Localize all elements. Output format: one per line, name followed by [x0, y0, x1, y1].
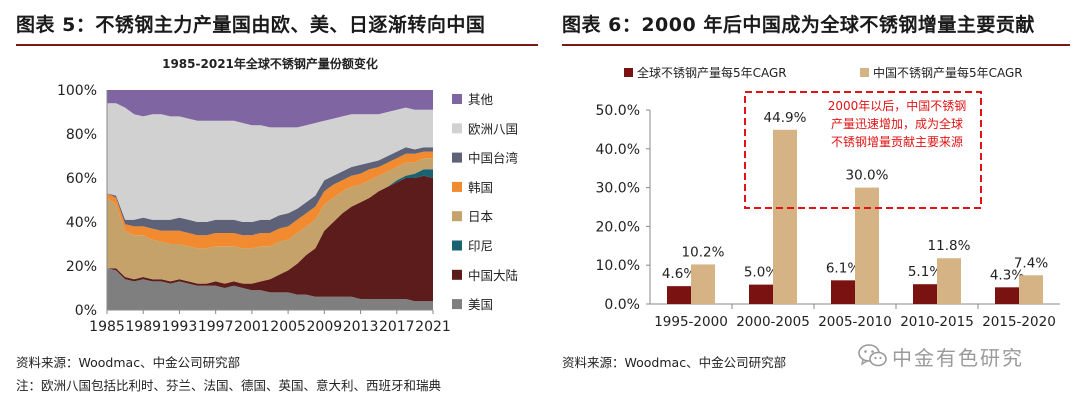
chart-b-data-label: 30.0%	[846, 168, 889, 184]
figure6-title-rule	[562, 44, 1070, 46]
watermark-text: 中金有色研究	[892, 346, 1024, 370]
chart-a-ytick: 100%	[57, 83, 97, 99]
chart-b-ytick: 20.0%	[596, 219, 640, 235]
chart-a-legend-label: 中国台湾	[468, 151, 518, 166]
chart-b-data-label: 4.6%	[662, 266, 696, 282]
chart-a-legend-swatch	[452, 123, 462, 134]
bar-1-2	[855, 187, 879, 304]
chart-b-annotation-line: 不锈钢增量贡献主要来源	[831, 134, 963, 149]
chart-b-ytick: 10.0%	[596, 258, 640, 274]
figure5-source: 资料来源：Woodmac、中金公司研究部	[16, 355, 241, 370]
chart-b-data-label: 5.0%	[744, 265, 778, 281]
chart-b-data-label: 44.9%	[764, 110, 807, 126]
chart-a-ytick: 60%	[66, 171, 97, 187]
chart-a-ytick: 80%	[66, 127, 97, 143]
bar-0-0	[667, 286, 691, 304]
figure6-title: 图表 6：2000 年后中国成为全球不锈钢增量主要贡献	[562, 14, 1035, 36]
chart-b-ytick: 0.0%	[604, 297, 640, 313]
chart-a-legend-label: 日本	[468, 209, 494, 224]
chart-b-ytick: 50.0%	[596, 103, 640, 119]
bar-1-3	[937, 258, 961, 304]
bar-0-1	[749, 284, 773, 304]
area-series-5	[107, 147, 433, 236]
chart-b-data-label: 6.1%	[826, 260, 860, 276]
chart-a-legend-label: 韩国	[468, 180, 493, 195]
bar-0-4	[995, 287, 1019, 304]
chart-a-xtick: 2009	[307, 319, 343, 335]
chart-a-title: 1985-2021年全球不锈钢产量份额变化	[162, 56, 378, 71]
chart-a-legend-swatch	[452, 299, 462, 310]
chart-b-data-label: 10.2%	[682, 244, 725, 260]
chart-a-legend-label: 中国大陆	[468, 268, 518, 283]
chart-a-xtick: 2001	[234, 319, 270, 335]
figure6-source: 资料来源：Woodmac、中金公司研究部	[562, 355, 787, 370]
figure5-title-rule	[16, 44, 538, 46]
area-series-3	[107, 158, 433, 284]
chart-a-legend-label: 美国	[468, 297, 493, 312]
area-series-0	[107, 268, 433, 310]
chart-b-data-label: 4.3%	[990, 267, 1024, 283]
chart-a-legend-swatch	[452, 94, 462, 104]
chart-a-ytick: 0%	[75, 303, 97, 319]
chart-b-ytick: 30.0%	[596, 181, 640, 197]
chart-a-legend-swatch	[452, 152, 462, 163]
chart-b-annotation-line: 产量迅速增加，成为全球	[831, 116, 963, 131]
chart-b-xtick: 2010-2015	[900, 314, 974, 330]
chart-a-ytick: 20%	[66, 259, 97, 275]
chart-a-xtick: 1997	[198, 319, 234, 335]
area-series-1	[107, 175, 433, 302]
chart-b-legend-swatch	[860, 68, 869, 77]
chart-a-xtick: 2013	[343, 319, 379, 335]
chart-b-data-label: 7.4%	[1014, 255, 1048, 271]
chart-a-xtick: 2005	[270, 319, 306, 335]
chart-a-legend-swatch	[452, 211, 462, 222]
bar-1-0	[691, 264, 715, 304]
chart-b-xtick: 1995-2000	[654, 314, 728, 330]
chart-b-legend-label: 中国不锈钢产量每5年CAGR	[873, 65, 1023, 80]
chart-a-xtick: 1989	[125, 319, 161, 335]
figure5-note: 注：欧洲八国包括比利时、芬兰、法国、德国、英国、意大利、西班牙和瑞典	[16, 378, 442, 393]
chart-a-xtick: 1993	[162, 319, 198, 335]
chart-a-xtick: 2017	[379, 319, 415, 335]
chart-b-legend-label: 全球不锈钢产量每5年CAGR	[637, 65, 787, 80]
chart-a-legend-label: 其他	[468, 92, 494, 107]
figure5-title: 图表 5：不锈钢主力产量国由欧、美、日逐渐转向中国	[16, 14, 486, 36]
chart-a-xtick: 1985	[89, 319, 125, 335]
chart-share-area: 1985-2021年全球不锈钢产量份额变化 0% 20% 40% 60% 80% 100% 1…	[57, 56, 518, 335]
chart-a-ytick: 40%	[66, 215, 97, 231]
chart-b-legend-swatch	[624, 68, 633, 77]
chart-a-legend-swatch	[452, 240, 462, 251]
chart-a-legend-label: 印尼	[468, 239, 493, 254]
area-series-7	[107, 90, 433, 128]
bar-1-4	[1019, 275, 1043, 304]
chart-a-legend-swatch	[452, 269, 462, 280]
wechat-icon	[858, 343, 888, 369]
chart-b-xtick: 2000-2005	[736, 314, 810, 330]
bar-0-3	[913, 284, 937, 304]
chart-b-xtick: 2015-2020	[982, 314, 1056, 330]
bar-0-2	[831, 280, 855, 304]
chart-a-legend-label: 欧洲八国	[468, 121, 518, 136]
chart-b-data-label: 5.1%	[908, 264, 942, 280]
chart-b-ytick: 40.0%	[596, 142, 640, 158]
chart-cagr-bar: 全球不锈钢产量每5年CAGR 中国不锈钢产量每5年CAGR 0.0% 10.0% 20.…	[596, 65, 1060, 330]
chart-b-xtick: 2005-2010	[818, 314, 892, 330]
chart-b-data-label: 11.8%	[928, 238, 971, 254]
chart-b-annotation-line: 2000年以后，中国不锈钢	[828, 98, 967, 113]
area-series-6	[107, 103, 433, 222]
chart-a-legend-swatch	[452, 181, 462, 192]
bar-1-1	[773, 129, 797, 304]
chart-a-xtick: 2021	[415, 319, 451, 335]
